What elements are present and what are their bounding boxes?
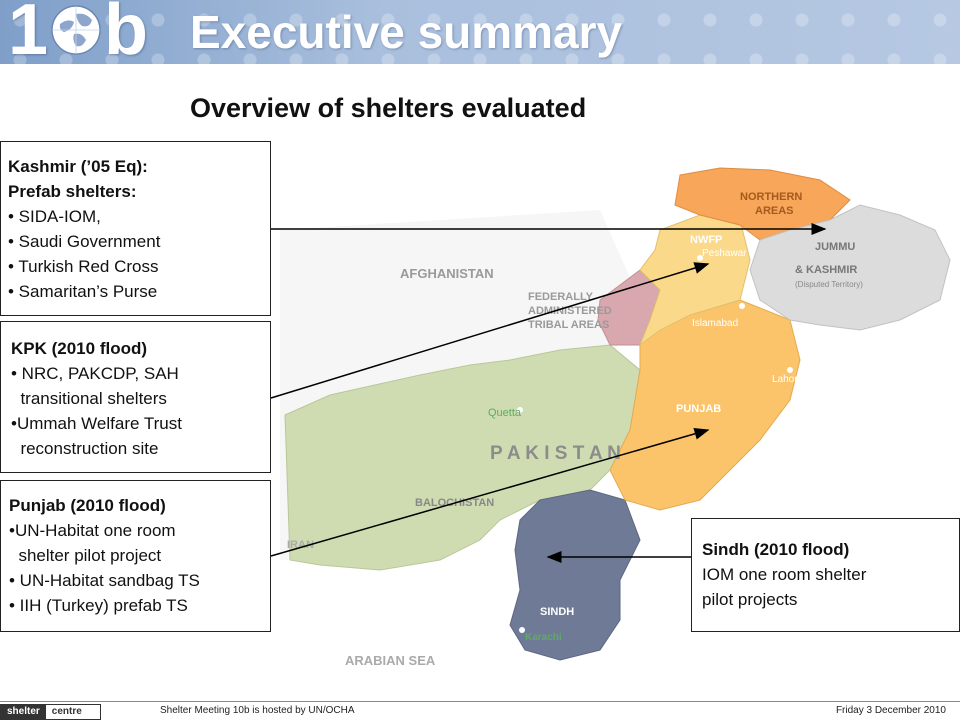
label-iran: IRAN bbox=[287, 539, 314, 551]
callout-kpk-list: • NRC, PAKCDP, SAH transitional shelters… bbox=[11, 361, 270, 461]
logo-10b: 1 b bbox=[8, 0, 148, 66]
callout-punjab: Punjab (2010 flood) •UN-Habitat one room… bbox=[0, 480, 271, 632]
footer-date: Friday 3 December 2010 bbox=[835, 705, 946, 716]
callout-kashmir-list: • SIDA-IOM, • Saudi Government • Turkish… bbox=[8, 204, 270, 304]
header-banner bbox=[0, 0, 960, 64]
list-item: • Samaritan’s Purse bbox=[8, 282, 158, 301]
list-item: reconstruction site bbox=[11, 439, 159, 458]
callout-kashmir: Kashmir (’05 Eq): Prefab shelters: • SID… bbox=[0, 141, 271, 316]
label-punjab: PUNJAB bbox=[676, 403, 721, 415]
label-fata-3: TRIBAL AREAS bbox=[528, 319, 609, 331]
label-quetta: Quetta bbox=[488, 407, 522, 419]
label-afghanistan: AFGHANISTAN bbox=[400, 266, 494, 281]
globe-icon bbox=[51, 5, 101, 55]
arrow-kpk bbox=[270, 262, 710, 399]
label-arabian-sea: ARABIAN SEA bbox=[345, 653, 436, 668]
list-item: • SIDA-IOM, bbox=[8, 207, 101, 226]
list-item: • IIH (Turkey) prefab TS bbox=[9, 596, 188, 615]
label-peshawar: Peshawar bbox=[702, 248, 747, 259]
city-dot-quetta bbox=[517, 407, 523, 413]
region-punjab bbox=[609, 299, 801, 511]
label-lahore: Lahore bbox=[772, 374, 804, 385]
callout-sindh: Sindh (2010 flood) IOM one room shelter … bbox=[691, 518, 960, 632]
city-dot-islamabad bbox=[739, 303, 745, 309]
region-jammu-kashmir bbox=[749, 204, 951, 331]
list-item: • Saudi Government bbox=[8, 232, 161, 251]
label-fata-1: FEDERALLY bbox=[528, 291, 594, 303]
label-sindh: SINDH bbox=[540, 606, 574, 618]
label-karachi: Karachi bbox=[525, 632, 562, 643]
callout-kpk-title: KPK (2010 flood) bbox=[11, 339, 148, 358]
label-pakistan: P A K I S T A N bbox=[490, 443, 621, 464]
list-item: • Turkish Red Cross bbox=[8, 257, 159, 276]
label-islamabad: Islamabad bbox=[692, 318, 738, 329]
callout-sindh-title: Sindh (2010 flood) bbox=[702, 540, 850, 559]
city-dot-peshawar bbox=[697, 255, 703, 261]
world-map-pattern bbox=[0, 0, 960, 64]
callout-punjab-list: •UN-Habitat one room shelter pilot proje… bbox=[9, 518, 270, 618]
region-sindh bbox=[509, 489, 641, 661]
list-item: shelter pilot project bbox=[9, 546, 162, 565]
label-northern-areas-1: NORTHERN bbox=[740, 191, 802, 203]
list-item: •Ummah Welfare Trust bbox=[11, 414, 182, 433]
label-northern-areas-2: AREAS bbox=[755, 205, 794, 217]
city-dot-karachi bbox=[519, 627, 525, 633]
list-item: • UN-Habitat sandbag TS bbox=[9, 571, 200, 590]
logo-shelter: shelter bbox=[1, 705, 46, 719]
callout-kashmir-subtitle: Prefab shelters: bbox=[8, 182, 137, 201]
callout-punjab-title: Punjab (2010 flood) bbox=[9, 496, 166, 515]
arrow-punjab bbox=[270, 427, 710, 557]
list-item: transitional shelters bbox=[11, 389, 167, 408]
callout-sindh-line: pilot projects bbox=[702, 590, 798, 609]
slide-title: Overview of shelters evaluated bbox=[190, 93, 587, 123]
city-dot-lahore bbox=[787, 367, 793, 373]
label-nwfp: NWFP bbox=[690, 234, 722, 246]
callout-sindh-line: IOM one room shelter bbox=[702, 565, 867, 584]
footer-host-note: Shelter Meeting 10b is hosted by UN/OCHA bbox=[160, 705, 355, 716]
logo-letter: b bbox=[104, 0, 149, 70]
region-balochistan bbox=[284, 344, 641, 571]
callout-kpk: KPK (2010 flood) • NRC, PAKCDP, SAH tran… bbox=[0, 321, 271, 473]
callout-kashmir-title: Kashmir (’05 Eq): bbox=[8, 157, 148, 176]
label-fata-2: ADMINISTERED bbox=[528, 305, 612, 317]
list-item: • NRC, PAKCDP, SAH bbox=[11, 364, 179, 383]
footer-divider bbox=[0, 701, 960, 702]
logo-digit: 1 bbox=[8, 0, 49, 70]
shelter-centre-logo: shelter centre bbox=[0, 704, 101, 720]
list-item: •UN-Habitat one room bbox=[9, 521, 176, 540]
label-jk-2: & KASHMIR bbox=[795, 264, 857, 276]
banner-title: Executive summary bbox=[190, 6, 623, 58]
label-jk-1: JUMMU bbox=[815, 241, 855, 253]
label-jk-3: (Disputed Territory) bbox=[795, 280, 863, 289]
logo-centre: centre bbox=[45, 705, 100, 719]
